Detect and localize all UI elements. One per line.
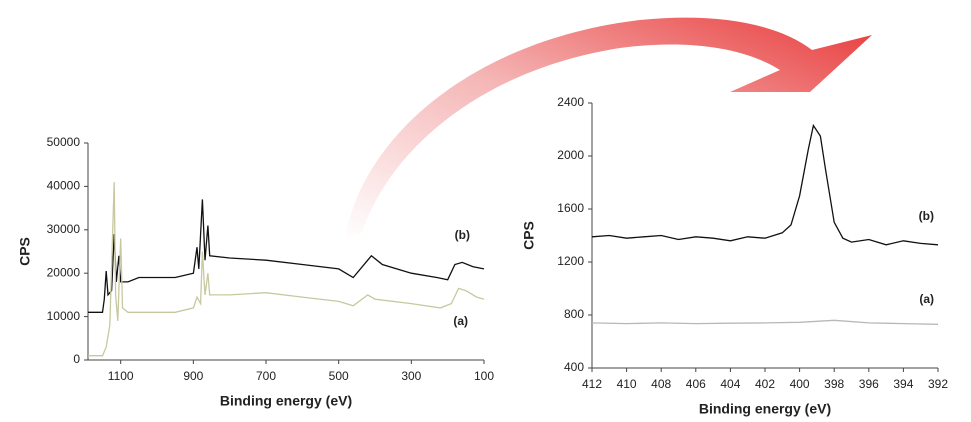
y-tick-label: 2000 (557, 148, 584, 162)
series-label: (a) (919, 292, 934, 306)
x-axis-title: Binding energy (eV) (699, 401, 831, 417)
x-tick-label: 406 (686, 377, 706, 391)
x-tick-label: 402 (755, 377, 775, 391)
y-tick-label: 2400 (557, 95, 584, 109)
series-line (88, 182, 485, 357)
x-tick-label: 400 (790, 377, 810, 391)
y-tick-label: 1200 (557, 254, 584, 268)
series-line (88, 199, 485, 313)
x-tick-label: 394 (893, 377, 913, 391)
series-line (591, 319, 939, 325)
x-tick-label: 700 (256, 369, 276, 383)
x-tick-label: 412 (582, 377, 602, 391)
series-label: (a) (453, 314, 468, 328)
x-tick-label: 404 (720, 377, 740, 391)
y-tick-label: 30000 (47, 222, 81, 236)
y-tick-label: 10000 (47, 309, 81, 323)
x-axis-title: Binding energy (eV) (220, 393, 352, 409)
x-tick-label: 900 (183, 369, 203, 383)
x-tick-label: 300 (401, 369, 421, 383)
x-tick-label: 500 (329, 369, 349, 383)
x-tick-label: 410 (617, 377, 637, 391)
arrow (345, 17, 872, 241)
x-tick-label: 1100 (108, 369, 134, 383)
series-label: (b) (919, 209, 934, 223)
y-tick-label: 50000 (47, 135, 81, 149)
y-tick-label: 800 (564, 307, 584, 321)
y-tick-label: 40000 (47, 179, 81, 193)
y-tick-label: 400 (564, 360, 584, 374)
x-tick-label: 398 (824, 377, 844, 391)
x-tick-label: 396 (859, 377, 879, 391)
x-tick-label: 392 (928, 377, 948, 391)
y-axis-title: CPS (17, 237, 33, 266)
series-line (591, 123, 939, 246)
y-axis-title: CPS (521, 221, 537, 250)
x-tick-label: 408 (651, 377, 671, 391)
y-tick-label: 0 (73, 352, 80, 366)
y-tick-label: 1600 (557, 201, 584, 215)
y-tick-label: 20000 (47, 265, 81, 279)
series-label: (b) (455, 228, 470, 242)
x-tick-label: 100 (474, 369, 494, 383)
